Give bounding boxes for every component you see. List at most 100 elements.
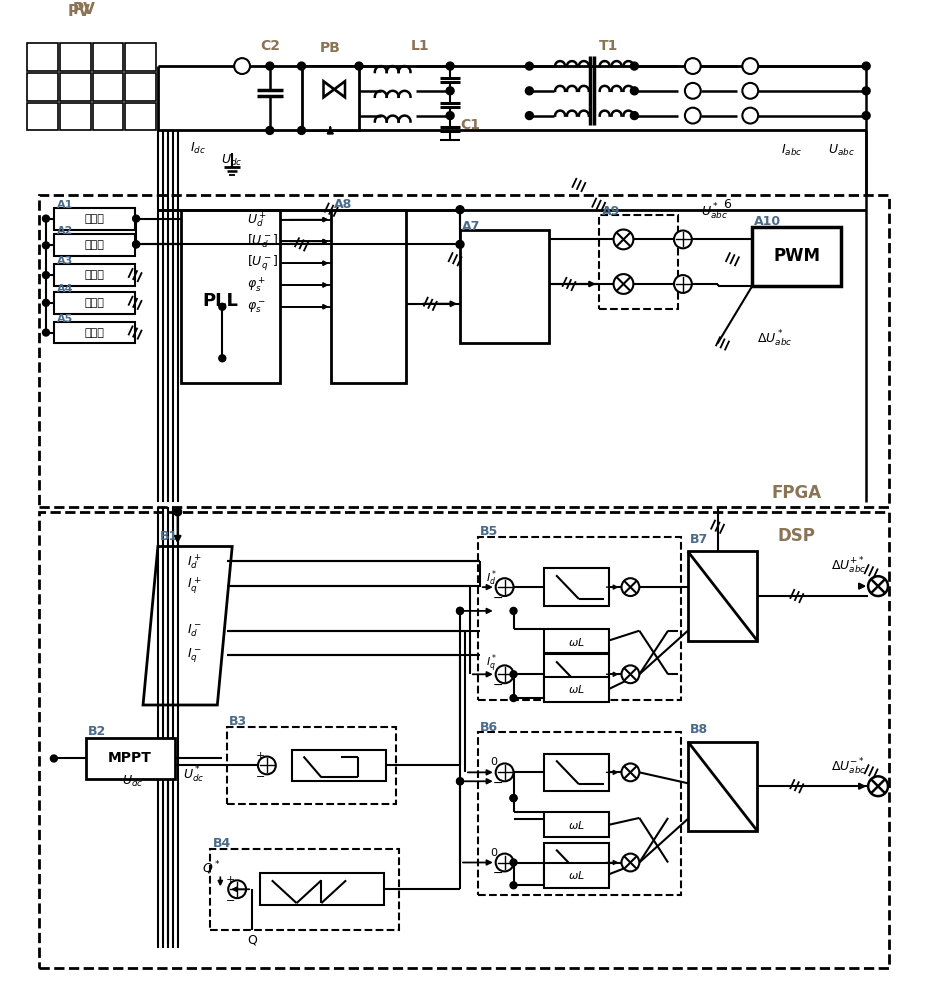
Text: PV: PV [72,2,95,17]
Circle shape [457,607,464,614]
Text: 平均值: 平均值 [84,214,105,224]
Circle shape [132,241,140,248]
Bar [460,230,549,343]
Circle shape [266,126,274,134]
Bar [227,727,395,804]
Text: $+$: $+$ [255,750,265,761]
Bar [544,677,608,702]
Text: $\omega L$: $\omega L$ [569,683,585,695]
Text: $\omega L$: $\omega L$ [569,636,585,648]
Text: $[U_d^-]$: $[U_d^-]$ [247,233,279,250]
Text: A4: A4 [56,284,73,294]
Bar [54,292,135,314]
Bar [54,264,135,286]
Bar [27,73,57,101]
Bar [599,215,678,309]
Text: $-$: $-$ [492,866,503,879]
Bar [27,103,57,130]
Circle shape [510,695,517,702]
Circle shape [457,240,464,248]
Text: 平均值: 平均值 [84,328,105,338]
Circle shape [631,87,638,95]
Circle shape [258,757,276,774]
Text: PLL: PLL [203,292,238,310]
Text: B2: B2 [88,725,106,738]
Bar [93,73,123,101]
Circle shape [674,275,692,293]
Circle shape [525,112,533,120]
Text: $\omega L$: $\omega L$ [569,869,585,881]
Bar [39,195,889,507]
Text: $I_{dc}$: $I_{dc}$ [190,141,206,156]
Circle shape [43,329,49,336]
Text: $-$: $-$ [492,678,503,691]
Bar [260,873,383,905]
Bar [544,754,608,791]
Text: 平均值: 平均值 [84,270,105,280]
Text: $\Delta U_{abc}^*$: $\Delta U_{abc}^*$ [757,328,793,349]
Circle shape [862,62,870,70]
Bar [125,73,156,101]
Circle shape [446,87,454,95]
Text: B5: B5 [480,525,498,538]
Text: $+$: $+$ [225,874,235,885]
Circle shape [132,241,140,248]
Text: $U_{dc}$: $U_{dc}$ [221,153,243,168]
Circle shape [234,58,250,74]
Text: L1: L1 [411,39,430,53]
Bar [544,654,608,692]
Circle shape [174,508,181,516]
Bar [54,208,135,230]
Text: $-$: $-$ [492,591,503,604]
Circle shape [43,215,49,222]
Circle shape [743,83,758,99]
Bar [478,537,681,700]
Bar [93,43,123,71]
Text: $\omega L$: $\omega L$ [569,819,585,831]
Circle shape [621,854,639,871]
Text: $\Delta U_{abc}^{-*}$: $\Delta U_{abc}^{-*}$ [831,756,866,777]
Text: $I_{abc}$: $I_{abc}$ [782,143,803,158]
Text: PB: PB [319,41,341,55]
Bar [544,843,608,880]
Circle shape [631,112,638,120]
Bar [544,568,608,606]
Text: A1: A1 [56,200,73,210]
Text: $-$: $-$ [255,770,265,780]
Circle shape [510,882,517,889]
Circle shape [132,215,140,222]
Text: B7: B7 [690,533,708,546]
Bar [210,849,398,930]
Circle shape [297,126,306,134]
Text: A8: A8 [334,198,353,211]
Circle shape [631,62,638,70]
Circle shape [446,62,454,70]
Text: $\bowtie$: $\bowtie$ [313,76,348,105]
Text: $U_{abc}^*$: $U_{abc}^*$ [701,202,728,222]
Circle shape [43,299,49,306]
Circle shape [621,763,639,781]
Text: 0: 0 [491,757,497,767]
Bar [478,732,681,895]
Text: 6: 6 [723,198,732,211]
Bar [125,43,156,71]
Bar [60,43,91,71]
Text: $I_q^-$: $I_q^-$ [187,646,202,665]
Text: 瞬时值: 瞬时值 [84,240,105,250]
Circle shape [457,206,464,214]
Circle shape [495,578,514,596]
Text: T1: T1 [599,39,619,53]
Text: B4: B4 [212,837,231,850]
Text: B1: B1 [160,530,178,543]
Circle shape [510,795,517,802]
Circle shape [457,778,464,785]
Circle shape [743,58,758,74]
Bar [302,66,359,130]
Bar [54,322,135,343]
Text: C2: C2 [260,39,280,53]
Text: $U_{dc}$: $U_{dc}$ [122,774,144,789]
Text: $I_d^+$: $I_d^+$ [187,552,202,571]
Circle shape [685,83,701,99]
Text: MPPT: MPPT [108,751,152,765]
Text: $I_d^-$: $I_d^-$ [187,622,202,639]
